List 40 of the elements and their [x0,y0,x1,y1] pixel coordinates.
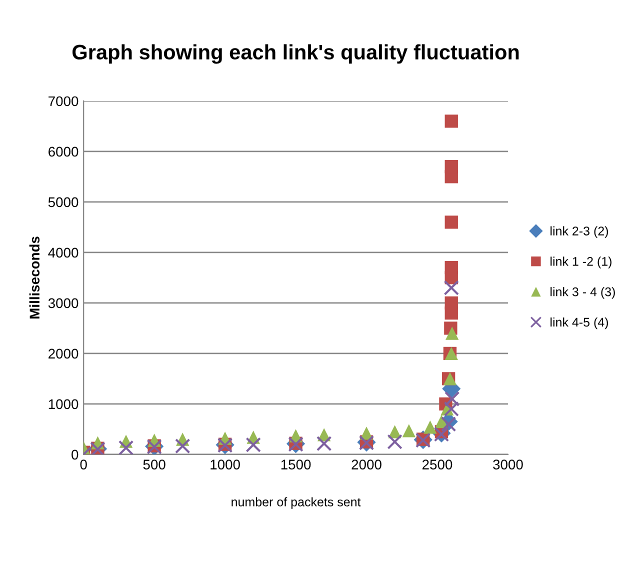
point [387,434,402,450]
point [444,114,458,128]
point [444,160,458,174]
point [402,424,416,438]
legend-label: link 4-5 (4) [550,317,608,330]
point [444,296,458,310]
y-tick-label: 2000 [48,348,78,359]
point [174,438,190,454]
point [246,437,261,452]
x-tick-label: 0 [80,460,87,470]
x-tick-label: 3000 [493,460,523,470]
legend-label: link 2-3 (2) [550,226,608,238]
chart-title: Graph showing each link's quality fluctuation [72,44,519,64]
x-axis-title: number of packets sent [232,497,361,509]
x-tick-label: 1000 [210,460,240,470]
legend-label: link 3 - 4 (3) [550,287,615,299]
legend-label: link 1 -2 (1) [550,256,612,268]
point [316,436,332,452]
point [444,391,460,407]
y-tick-label: 1000 [48,399,78,410]
point [444,216,458,229]
x-tick-label: 2000 [352,460,382,470]
y-tick-label: 6000 [48,146,78,157]
x-tick-label: 1500 [281,460,311,470]
point [444,261,458,274]
point [434,426,450,442]
y-tick-label: 3000 [48,298,78,308]
y-tick-label: 4000 [48,248,78,258]
point [118,440,134,454]
point [444,280,460,296]
point [444,401,460,417]
point [446,326,459,340]
y-axis-title: Milliseconds [29,236,40,318]
y-tick-label: 7000 [48,96,78,106]
x-tick-label: 500 [143,460,166,470]
x-tick-label: 2500 [422,460,452,470]
point [424,420,437,434]
point [440,416,456,432]
y-tick-label: 0 [72,450,78,460]
y-tick-label: 5000 [48,197,78,208]
